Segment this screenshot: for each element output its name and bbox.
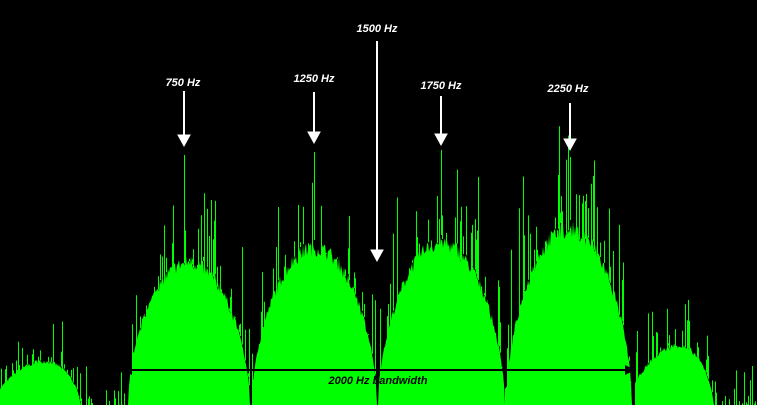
bandwidth-label: 2000 Hz bandwidth [327, 375, 427, 387]
spectrum-spikes [1, 126, 757, 405]
spectrum-fill [0, 220, 757, 405]
marker-label: 750 Hz [166, 77, 201, 89]
arrow-head [434, 133, 448, 147]
spectrum [0, 126, 757, 405]
arrow-head [307, 131, 321, 145]
arrow-head [625, 365, 635, 375]
marker-label: 1250 Hz [294, 73, 335, 85]
marker-label: 1750 Hz [421, 80, 462, 92]
arrow-head [177, 134, 191, 148]
marker-label: 1500 Hz [357, 23, 398, 35]
marker-label: 2250 Hz [547, 83, 589, 95]
arrow-head [370, 249, 384, 263]
arrow-head [563, 138, 577, 152]
arrow-head [122, 365, 132, 375]
annotations [122, 41, 635, 375]
